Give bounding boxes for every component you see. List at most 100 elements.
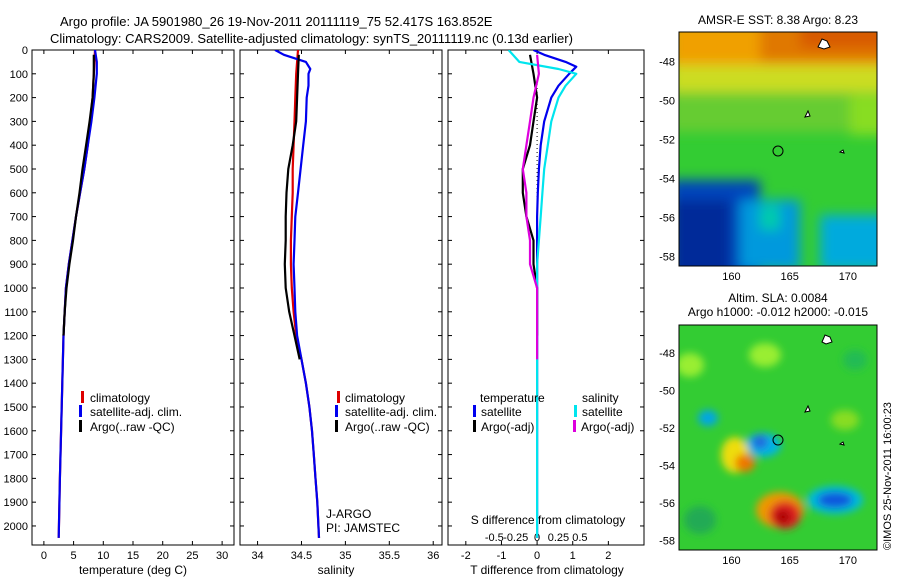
difference-xtick-label: 1 bbox=[570, 550, 576, 562]
legend-swatch-temperature-argo bbox=[473, 420, 476, 432]
depth-tick-label: 200 bbox=[10, 93, 28, 105]
legend-label-salinity-satellite: satellite bbox=[582, 405, 623, 419]
salinity-xtick-label: 36 bbox=[427, 550, 439, 562]
legend-title-salinity: salinity bbox=[582, 391, 619, 405]
temperature-xtick-label: 25 bbox=[186, 550, 198, 562]
sla-map-subtitle: Argo h1000: -0.012 h2000: -0.015 bbox=[688, 305, 868, 319]
sst-map-field bbox=[679, 32, 877, 266]
legend-label-temperature-satellite: satellite bbox=[481, 405, 522, 419]
legend-label-climatology: climatology bbox=[345, 391, 405, 405]
difference-series-temperature-satellite bbox=[533, 50, 578, 538]
legend-swatch-salinity-satellite bbox=[574, 405, 577, 417]
salinity-series-satellite-adj-clim- bbox=[274, 50, 321, 538]
salinity-xtick-label: 35 bbox=[339, 550, 351, 562]
legend-label-argo: Argo(..raw -QC) bbox=[345, 420, 430, 434]
legend-label-satellite: satellite-adj. clim. bbox=[345, 405, 437, 419]
depth-tick-label: 2000 bbox=[4, 521, 28, 533]
depth-tick-label: 300 bbox=[10, 116, 28, 128]
legend-title-temperature: temperature bbox=[480, 391, 545, 405]
difference-x2tick-label: 0 bbox=[534, 532, 540, 544]
salinity-series-argo-raw-qc- bbox=[283, 54, 301, 360]
salinity-xtick-label: 34 bbox=[251, 550, 263, 562]
salinity-xtick-label: 35.5 bbox=[379, 550, 400, 562]
temperature-legend: climatology satellite-adj. clim. Argo(..… bbox=[79, 391, 182, 434]
sla-argo-marker bbox=[772, 434, 784, 446]
difference-xtick-label: -2 bbox=[461, 550, 471, 562]
depth-tick-label: 1800 bbox=[4, 473, 28, 485]
sst-map-xtick-label: 165 bbox=[780, 271, 798, 283]
temperature-xtick-label: 0 bbox=[41, 550, 47, 562]
sst-land-mask bbox=[804, 38, 845, 154]
series-layer bbox=[57, 50, 578, 538]
temperature-xtick-label: 20 bbox=[157, 550, 169, 562]
difference-xtick-label: -1 bbox=[497, 550, 507, 562]
depth-tick-label: 1600 bbox=[4, 426, 28, 438]
legend-label-salinity-argo: Argo(-adj) bbox=[581, 420, 634, 434]
depth-tick-label: 400 bbox=[10, 140, 28, 152]
sst-map-xtick-label: 160 bbox=[722, 271, 740, 283]
difference-x2tick-label: -0.5 bbox=[485, 532, 504, 544]
temperature-xtick-label: 15 bbox=[127, 550, 139, 562]
sla-map-field bbox=[679, 325, 877, 550]
depth-tick-label: 100 bbox=[10, 69, 28, 81]
legend-label-satellite: satellite-adj. clim. bbox=[90, 405, 182, 419]
sla-map-ytick-label: -52 bbox=[659, 423, 675, 435]
temperature-plot-frame bbox=[31, 49, 235, 546]
temperature-series-satellite-adj-clim- bbox=[57, 50, 98, 538]
depth-tick-label: 0 bbox=[22, 45, 28, 57]
difference-series-salinity-satellite bbox=[507, 50, 578, 538]
difference-legend: temperature satellite Argo(-adj) salinit… bbox=[473, 391, 634, 434]
sla-map-xtick-label: 170 bbox=[839, 555, 857, 567]
sst-map-title: AMSR-E SST: 8.38 Argo: 8.23 bbox=[698, 13, 858, 27]
depth-tick-label: 1300 bbox=[4, 354, 28, 366]
salinity-xlabel: salinity bbox=[318, 563, 355, 577]
difference-x2label: S difference from climatology bbox=[471, 513, 626, 527]
difference-xtick-label: 0 bbox=[534, 550, 540, 562]
depth-tick-label: 700 bbox=[10, 212, 28, 224]
legend-swatch-argo bbox=[335, 420, 338, 432]
figure-title-line1: Argo profile: JA 5901980_26 19-Nov-2011 … bbox=[60, 14, 493, 29]
depth-tick-label: 1000 bbox=[4, 283, 28, 295]
sla-map-title: Altim. SLA: 0.0084 bbox=[728, 291, 828, 305]
temperature-xtick-label: 10 bbox=[97, 550, 109, 562]
depth-tick-label: 1100 bbox=[4, 307, 28, 319]
depth-tick-label: 1200 bbox=[4, 331, 28, 343]
figure-title-line2: Climatology: CARS2009. Satellite-adjuste… bbox=[50, 31, 573, 46]
difference-x2tick-label: -0.25 bbox=[503, 532, 528, 544]
imos-credit: ©IMOS 25-Nov-2011 16:00:23 bbox=[882, 402, 894, 550]
legend-swatch-satellite bbox=[335, 405, 338, 417]
sla-map-xtick-label: 165 bbox=[780, 555, 798, 567]
difference-x2tick-label: 0.25 bbox=[548, 532, 569, 544]
depth-tick-label: 1400 bbox=[4, 378, 28, 390]
salinity-xtick-label: 34.5 bbox=[291, 550, 312, 562]
sst-argo-marker bbox=[772, 145, 784, 157]
depth-tick-label: 1700 bbox=[4, 450, 28, 462]
difference-series-salinity-argo-adj- bbox=[521, 54, 541, 360]
salinity-series-group bbox=[274, 50, 321, 538]
difference-series-group bbox=[507, 50, 578, 538]
difference-xtick-label: 2 bbox=[605, 550, 611, 562]
legend-swatch-salinity-argo bbox=[573, 420, 576, 432]
legend-label-temperature-argo: Argo(-adj) bbox=[481, 420, 534, 434]
sst-map-ytick-label: -48 bbox=[659, 56, 675, 68]
depth-tick-label: 500 bbox=[10, 164, 28, 176]
depth-tick-label: 1900 bbox=[4, 497, 28, 509]
legend-label-climatology: climatology bbox=[90, 391, 150, 405]
legend-swatch-climatology bbox=[81, 391, 84, 403]
legend-swatch-satellite bbox=[79, 405, 82, 417]
sst-map-ytick-label: -58 bbox=[659, 251, 675, 263]
sla-map-xtick-label: 160 bbox=[722, 555, 740, 567]
salinity-annotation-program: J-ARGO bbox=[326, 507, 371, 521]
depth-tick-label: 600 bbox=[10, 188, 28, 200]
sla-land-mask bbox=[804, 334, 845, 446]
legend-swatch-temperature-satellite bbox=[473, 405, 476, 417]
sst-map-ytick-label: -56 bbox=[659, 212, 675, 224]
salinity-plot-frame bbox=[239, 49, 443, 546]
temperature-xlabel: temperature (deg C) bbox=[79, 563, 187, 577]
sst-map-xtick-label: 170 bbox=[839, 271, 857, 283]
sla-map-ytick-label: -54 bbox=[659, 461, 675, 473]
difference-xlabel: T difference from climatology bbox=[470, 563, 624, 577]
depth-tick-label: 900 bbox=[10, 259, 28, 271]
temperature-series-argo-raw-qc- bbox=[62, 54, 95, 336]
